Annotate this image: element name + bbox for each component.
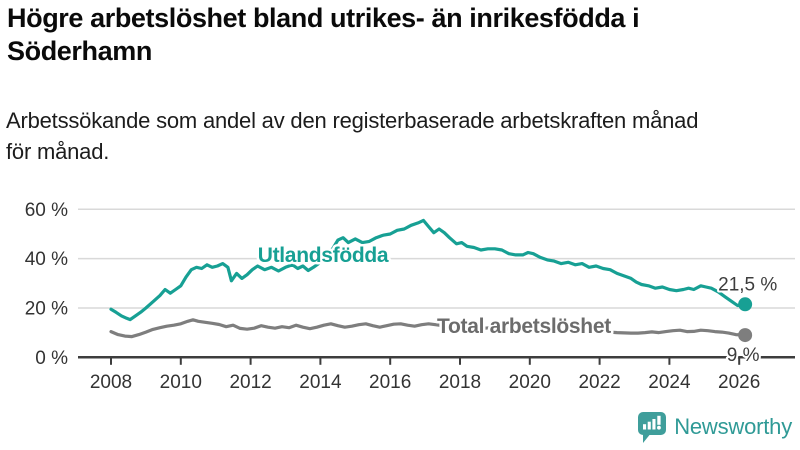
series-end-value-label-1: 9 % [727, 345, 760, 366]
x-tick-label-2008: 2008 [90, 372, 132, 393]
x-tick-label-2020: 2020 [509, 372, 551, 393]
x-tick-label-2010: 2010 [160, 372, 202, 393]
x-tick-label-2012: 2012 [229, 372, 271, 393]
y-tick-label-20: 20 % [25, 298, 68, 319]
x-tick-label-2018: 2018 [439, 372, 481, 393]
series-end-dot-1 [738, 328, 753, 343]
line-chart: 0 % 20 % 40 % 60 % 2008 2010 2012 2014 2016 2018 2… [0, 185, 800, 400]
newsworthy-bubble-chart-icon [638, 411, 667, 443]
series-line-0 [109, 218, 747, 322]
series-end-value-label-0: 21,5 % [718, 274, 777, 295]
x-tick-label-2026: 2026 [718, 372, 760, 393]
x-tick-label-2022: 2022 [578, 372, 620, 393]
y-tick-label-40: 40 % [25, 249, 68, 270]
page-subtitle: Arbetssökande som andel av den registerb… [6, 108, 699, 164]
y-tick-label-60: 60 % [25, 200, 68, 221]
series-end-dot-0 [738, 297, 753, 312]
x-tick-label-2024: 2024 [648, 372, 691, 393]
series-line-1 [109, 318, 747, 339]
x-tick-label-2014: 2014 [299, 372, 342, 393]
series-label-0: Utlandsfödda [258, 244, 389, 267]
chart-canvas: 0 % 20 % 40 % 60 % 2008 2010 2012 2014 2016 2018 2… [25, 200, 795, 393]
y-tick-label-0: 0 % [35, 348, 68, 369]
newsworthy-logo-text: Newsworthy [674, 414, 792, 439]
page-title: Högre arbetslöshet bland utrikes- än inr… [7, 3, 640, 66]
series-label-1: Total arbetslöshet [437, 315, 611, 338]
x-tick-label-2016: 2016 [369, 372, 411, 393]
newsworthy-logo: Newsworthy [637, 410, 792, 444]
